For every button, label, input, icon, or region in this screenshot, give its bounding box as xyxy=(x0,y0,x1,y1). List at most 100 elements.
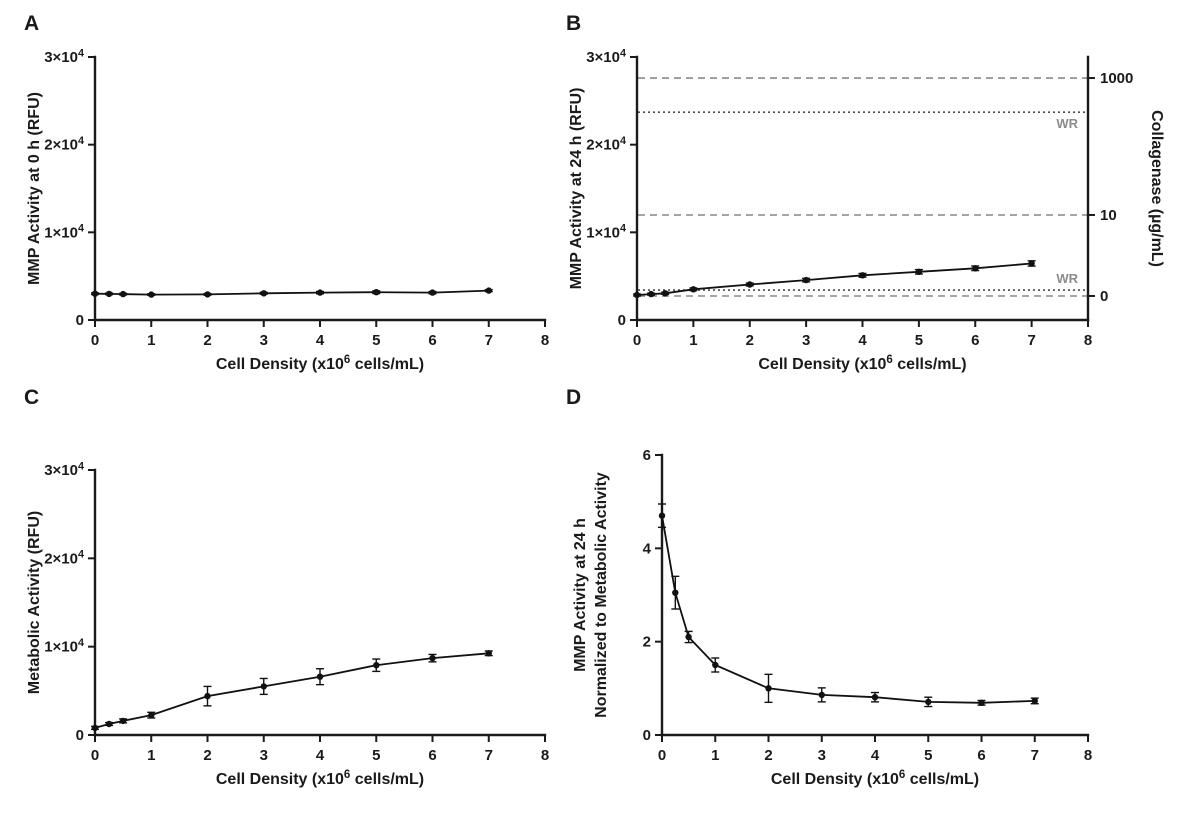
data-point xyxy=(119,717,127,725)
data-line xyxy=(94,289,489,296)
y-tick-label: 2×104 xyxy=(44,135,84,154)
data-point xyxy=(633,291,641,299)
y-tick-label: 3×104 xyxy=(44,47,84,66)
x-tick-label: 4 xyxy=(858,332,867,349)
panel-D: 0 1 2 3 4 5 6 7 8 0 2 4 6 Cell Density (x106 cells/mL… xyxy=(566,386,1092,788)
data-point xyxy=(1031,697,1039,705)
x-tick-label: 4 xyxy=(871,747,880,764)
data-point xyxy=(690,286,697,293)
x-tick-label: 7 xyxy=(485,747,493,764)
data-point xyxy=(915,268,923,275)
panel-label: A xyxy=(24,12,39,35)
y-tick-label: 0 xyxy=(76,312,84,329)
data-point xyxy=(429,289,436,296)
panel-B: WR WR 0 1 2 3 4 5 6 7 8 0 1×104 2×104 3×104 1000 10 0 Coll… xyxy=(566,12,1165,373)
x-tick-label: 3 xyxy=(260,332,268,349)
data-point xyxy=(373,662,380,669)
data-point xyxy=(105,720,113,728)
x-tick-label: 7 xyxy=(485,332,493,349)
y-axis-label: Metabolic Activity (RFU) xyxy=(26,511,43,694)
panel-label: D xyxy=(566,386,581,409)
x-axis-label: Cell Density (x106 cells/mL) xyxy=(771,769,979,788)
x-tick-label: 6 xyxy=(977,747,985,764)
data-point xyxy=(978,699,985,706)
data-point xyxy=(485,650,492,657)
y-tick-label: 2 xyxy=(643,634,651,651)
x-tick-label: 2 xyxy=(746,332,754,349)
data-point xyxy=(373,289,380,296)
x-tick-label: 5 xyxy=(915,332,923,349)
right-tick-label: 10 xyxy=(1100,207,1117,224)
panel-label: C xyxy=(24,386,39,409)
y-axis-label: MMP Activity at 24 h (RFU) xyxy=(568,88,585,290)
x-tick-label: 0 xyxy=(91,747,99,764)
data-point xyxy=(429,654,436,662)
right-tick-label: 0 xyxy=(1100,288,1108,305)
x-tick-label: 8 xyxy=(541,332,549,349)
x-tick-label: 3 xyxy=(818,747,826,764)
x-tick-label: 2 xyxy=(764,747,772,764)
data-point xyxy=(91,290,99,297)
right-axis-title: Collagenase (µg/mL) xyxy=(1148,110,1165,267)
data-point xyxy=(204,291,211,298)
y-tick-label: 3×104 xyxy=(44,460,84,479)
data-point xyxy=(662,290,669,297)
x-tick-label: 1 xyxy=(147,747,155,764)
data-point xyxy=(91,724,99,732)
panel-C: 0 1 2 3 4 5 6 7 8 0 1×104 2×104 3×104 Cell Density (x… xyxy=(24,386,549,788)
x-tick-label: 1 xyxy=(711,747,719,764)
data-point xyxy=(204,692,211,700)
y-axis-label: MMP Activity at 0 h (RFU) xyxy=(26,92,43,285)
x-axis-label: Cell Density (x106 cells/mL) xyxy=(216,769,424,788)
data-line xyxy=(94,652,489,729)
x-tick-label: 1 xyxy=(689,332,697,349)
x-tick-label: 3 xyxy=(260,747,268,764)
data-point xyxy=(871,694,879,701)
data-point xyxy=(105,290,113,298)
data-point xyxy=(260,683,267,690)
x-tick-label: 0 xyxy=(658,747,666,764)
data-point xyxy=(119,290,127,298)
y-tick-label: 0 xyxy=(643,727,651,744)
data-point xyxy=(260,290,267,297)
data-point xyxy=(485,287,492,294)
data-point xyxy=(148,291,155,298)
data-point xyxy=(746,281,753,288)
x-axis-label: Cell Density (x106 cells/mL) xyxy=(216,354,424,373)
data-point xyxy=(925,698,932,706)
x-axis-label: Cell Density (x106 cells/mL) xyxy=(758,354,966,373)
y-tick-label: 0 xyxy=(618,312,626,329)
y-tick-label: 1×104 xyxy=(586,223,626,242)
data-line xyxy=(661,515,1035,704)
x-tick-label: 5 xyxy=(372,332,380,349)
data-point xyxy=(647,290,655,298)
y-tick-label: 6 xyxy=(643,447,651,464)
x-tick-label: 6 xyxy=(971,332,979,349)
x-tick-label: 7 xyxy=(1031,747,1039,764)
data-point xyxy=(859,272,866,279)
x-tick-label: 4 xyxy=(316,747,325,764)
data-point xyxy=(818,691,825,699)
x-tick-label: 0 xyxy=(633,332,641,349)
y-tick-label: 1×104 xyxy=(44,223,84,242)
data-point xyxy=(712,661,719,669)
data-point xyxy=(765,685,772,692)
x-tick-label: 7 xyxy=(1027,332,1035,349)
x-tick-label: 0 xyxy=(91,332,99,349)
y-tick-label: 3×104 xyxy=(586,47,626,66)
x-tick-label: 8 xyxy=(1084,332,1092,349)
data-point xyxy=(972,265,979,272)
data-point xyxy=(148,711,155,719)
x-tick-label: 2 xyxy=(203,332,211,349)
x-tick-label: 8 xyxy=(541,747,549,764)
data-point xyxy=(685,633,692,641)
data-point xyxy=(316,673,324,680)
y-axis-label: MMP Activity at 24 h xyxy=(572,518,589,672)
panel-A: 0 1 2 3 4 5 6 7 8 0 1×104 2×104 3×104 Cell Density (x… xyxy=(24,12,549,373)
panel-label: B xyxy=(566,12,581,35)
x-tick-label: 2 xyxy=(203,747,211,764)
x-tick-label: 4 xyxy=(316,332,325,349)
y-tick-label: 2×104 xyxy=(44,549,84,568)
